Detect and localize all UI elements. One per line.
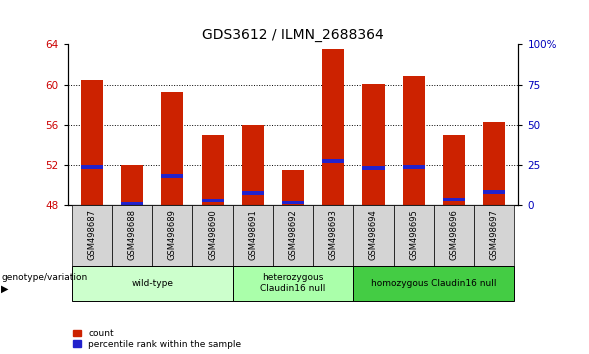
Bar	[201, 199, 224, 202]
Bar	[81, 165, 103, 169]
Bar	[403, 165, 425, 169]
Bar	[322, 49, 345, 205]
Bar	[121, 165, 143, 205]
Bar	[161, 175, 183, 178]
Bar	[353, 205, 393, 266]
Text: GSM498693: GSM498693	[329, 209, 337, 259]
Bar	[443, 198, 465, 201]
Bar	[112, 205, 152, 266]
Text: GSM498695: GSM498695	[409, 209, 418, 259]
Bar	[273, 205, 313, 266]
Bar	[201, 135, 224, 205]
Text: GSM498689: GSM498689	[168, 209, 177, 259]
Text: GSM498697: GSM498697	[489, 209, 499, 259]
Bar	[483, 190, 505, 194]
Text: GSM498692: GSM498692	[289, 209, 297, 259]
Bar	[121, 201, 143, 205]
Text: GSM498691: GSM498691	[249, 209, 257, 259]
Bar	[72, 266, 233, 301]
Bar	[313, 205, 353, 266]
Text: GSM498688: GSM498688	[128, 209, 137, 260]
Text: homozygous Claudin16 null: homozygous Claudin16 null	[371, 279, 497, 288]
Bar	[152, 205, 193, 266]
Text: heterozygous
Claudin16 null: heterozygous Claudin16 null	[260, 274, 326, 293]
Bar	[233, 266, 353, 301]
Bar	[233, 205, 273, 266]
Bar	[282, 200, 304, 204]
Bar	[72, 205, 112, 266]
Bar	[403, 76, 425, 205]
Bar	[393, 205, 434, 266]
Legend: count, percentile rank within the sample: count, percentile rank within the sample	[72, 328, 243, 349]
Bar	[322, 159, 345, 163]
Text: wild-type: wild-type	[131, 279, 173, 288]
Text: GSM498687: GSM498687	[87, 209, 97, 260]
Bar	[483, 122, 505, 205]
Text: GSM498696: GSM498696	[449, 209, 458, 259]
Text: ▶: ▶	[1, 284, 9, 293]
Title: GDS3612 / ILMN_2688364: GDS3612 / ILMN_2688364	[202, 28, 384, 42]
Bar	[193, 205, 233, 266]
Bar	[161, 92, 183, 205]
Text: GSM498694: GSM498694	[369, 209, 378, 259]
Bar	[434, 205, 474, 266]
Bar	[81, 80, 103, 205]
Text: GSM498690: GSM498690	[208, 209, 217, 259]
Bar	[241, 192, 264, 195]
Bar	[353, 266, 514, 301]
Text: genotype/variation: genotype/variation	[1, 273, 87, 282]
Bar	[443, 135, 465, 205]
Bar	[474, 205, 514, 266]
Bar	[362, 166, 385, 170]
Bar	[282, 170, 304, 205]
Bar	[241, 125, 264, 205]
Bar	[362, 84, 385, 205]
